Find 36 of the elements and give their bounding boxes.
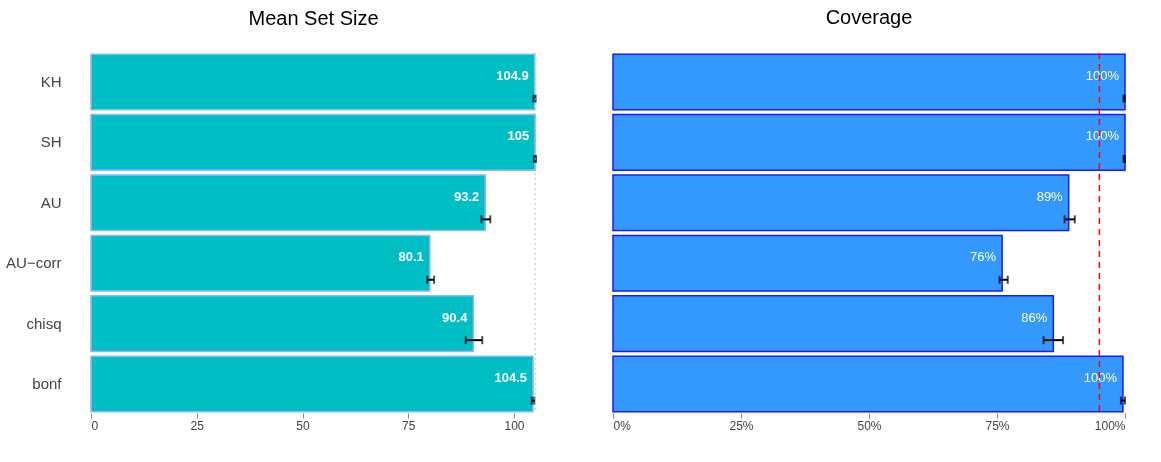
data-label: 100% (1085, 67, 1120, 83)
y-tick-label: chisq (26, 314, 62, 332)
x-tick-label: 50% (857, 418, 882, 433)
x-tick-label: 100 (504, 418, 525, 433)
bar (90, 113, 536, 171)
bar (90, 355, 534, 413)
x-tick-label: 75 (402, 418, 416, 433)
data-label: 104.9 (496, 67, 529, 83)
x-tick-label: 0 (91, 418, 99, 433)
x-tick-label: 75% (985, 418, 1010, 433)
data-label: 90.4 (442, 309, 469, 325)
data-label: 86% (1021, 309, 1048, 325)
y-tick-label: KH (40, 72, 62, 90)
data-label: 104.5 (494, 370, 528, 386)
data-label: 80.1 (398, 249, 424, 265)
data-label: 93.2 (453, 188, 480, 204)
data-label: 89% (1036, 188, 1064, 204)
data-label: 100% (1083, 370, 1118, 386)
data-label: 76% (970, 249, 997, 265)
x-tick-label: 100% (1094, 418, 1126, 433)
y-tick-label: AU (40, 193, 62, 211)
chart-title: Coverage (825, 6, 913, 29)
chart-title: Mean Set Size (248, 6, 379, 29)
x-tick-label: 0% (613, 418, 632, 433)
data-label: 100% (1085, 128, 1120, 144)
bar (90, 53, 536, 111)
y-tick-label: bonf (32, 375, 63, 393)
y-tick-label: AU−corr (6, 254, 62, 272)
y-tick-label: SH (40, 133, 62, 151)
x-tick-label: 25% (729, 418, 754, 433)
x-tick-label: 25 (190, 418, 205, 433)
bar (90, 174, 486, 232)
x-tick-label: 50 (296, 418, 310, 433)
bar (90, 295, 475, 353)
bar (90, 234, 431, 292)
data-label: 105 (507, 128, 530, 144)
